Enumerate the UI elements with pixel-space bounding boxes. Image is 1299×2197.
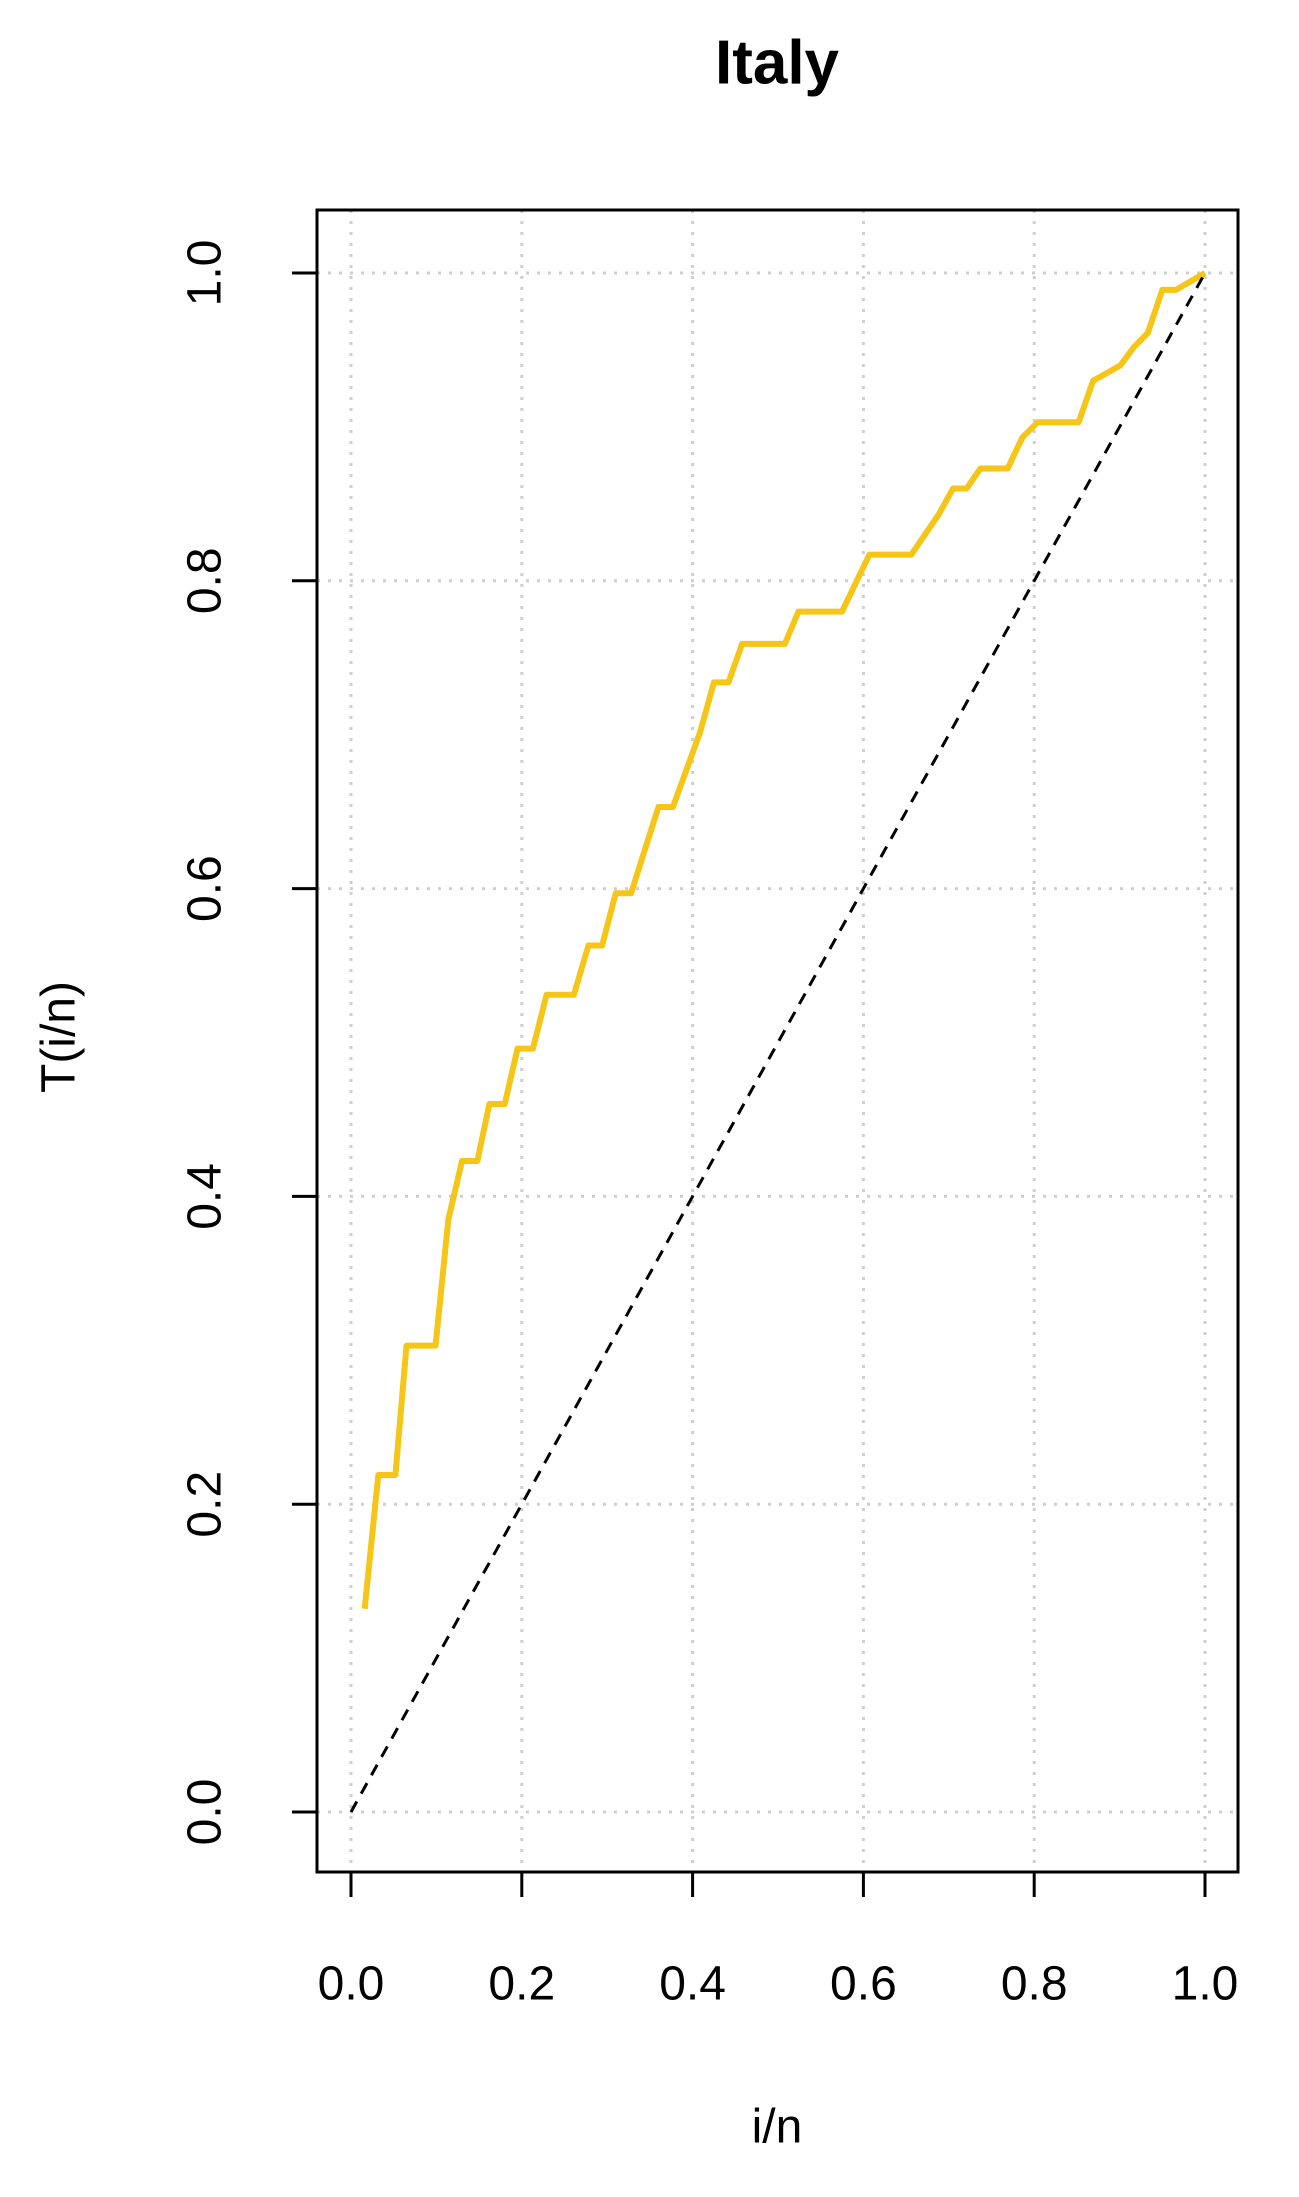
y-tick-label: 0.4 (179, 1163, 232, 1230)
y-tick-label: 0.6 (179, 855, 232, 922)
y-tick-label: 0.2 (179, 1471, 232, 1538)
x-tick-label: 0.0 (318, 1958, 385, 2011)
x-tick-label: 1.0 (1172, 1958, 1239, 2011)
x-tick-label: 0.4 (659, 1958, 726, 2011)
x-axis-label: i/n (752, 2101, 803, 2154)
reference-line (349, 272, 1207, 1813)
plot-frame (315, 208, 1240, 1874)
y-tick-label: 0.0 (179, 1779, 232, 1846)
x-tick-label: 0.6 (830, 1958, 897, 2011)
x-tick-label: 0.2 (488, 1958, 555, 2011)
data-line (361, 270, 1207, 1610)
x-tick-label: 0.8 (1001, 1958, 1068, 2011)
y-tick-label: 0.8 (179, 547, 232, 614)
chart-title: Italy (715, 28, 840, 97)
y-axis-label: T(i/n) (33, 981, 86, 1093)
y-tick-label: 1.0 (179, 240, 232, 307)
